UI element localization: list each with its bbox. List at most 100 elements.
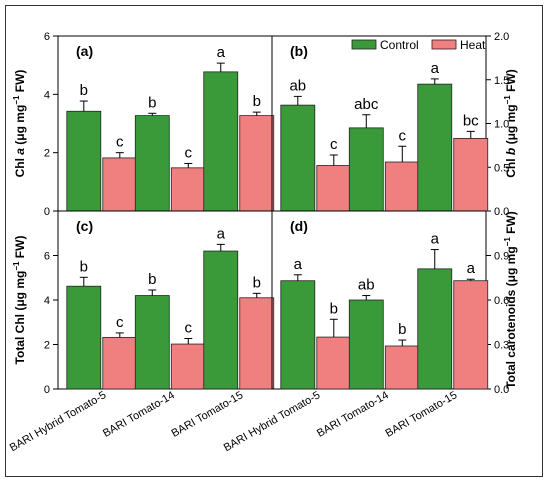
y-axis-title-part: FW) (13, 70, 27, 96)
y-tick-label: 2.0 (494, 31, 509, 43)
x-tick-label: BARI Hybrid Tomato-5 (8, 389, 109, 454)
y-tick-label: 1.5 (494, 75, 509, 87)
x-tick-label: BARI Tomato-15 (170, 389, 246, 440)
bar-control (280, 104, 316, 212)
bar-control (134, 115, 170, 212)
x-tick-label: BARI Tomato-14 (101, 389, 177, 440)
bar-control (66, 285, 102, 390)
x-tick-label: BARI Tomato-15 (384, 389, 460, 440)
y-axis-title-part: (μg mg (13, 105, 27, 148)
significance-letter: c (185, 319, 193, 336)
panel-c: 0 2 4 6 Total Chl (μg mg−1 FW) (c) b c BARI Hybr… (8, 210, 275, 454)
y-axis-title-part: FW) (504, 69, 518, 95)
bar-control (134, 295, 170, 390)
bar-control (417, 83, 453, 212)
y-tick-label: 0 (44, 384, 50, 396)
bar-control (66, 110, 102, 212)
panel-label: (d) (290, 218, 308, 234)
y-tick-label: 0.5 (494, 162, 509, 174)
significance-letter: b (80, 258, 88, 275)
significance-letter: c (330, 136, 338, 153)
y-axis-title-part: −1 (12, 261, 21, 271)
bar-heat (316, 165, 352, 212)
y-axis-title-part: b (504, 148, 518, 155)
bar-control (417, 268, 453, 390)
y-axis-title-part: a (13, 148, 27, 155)
legend-swatch (431, 39, 457, 50)
y-axis-title-part: −1 (503, 237, 512, 247)
y-tick-label: 0.6 (494, 295, 509, 307)
bar-control (348, 299, 384, 390)
significance-letter: a (431, 231, 440, 248)
significance-letter: a (217, 44, 226, 61)
y-axis-title: Total carotenoids (μg mg−1 FW) (503, 211, 518, 389)
y-axis-title-part: −1 (12, 95, 21, 105)
y-tick-label: 1.0 (494, 119, 509, 131)
significance-letter: a (294, 256, 303, 273)
y-axis-title-part: FW) (504, 211, 518, 237)
legend-label: Control (380, 38, 419, 52)
significance-letter: b (80, 82, 88, 99)
y-axis-title-part: Chl (504, 155, 518, 178)
bar-heat (384, 345, 420, 390)
panel-a: 0 2 4 6 Chl a (μg mg−1 FW) (a) b c b c a b (12, 31, 275, 218)
y-axis-title-part: (μg mg (504, 104, 518, 147)
y-axis-title-part: Chl (13, 155, 27, 178)
y-tick-label: 0.0 (494, 206, 509, 218)
bar-heat (102, 336, 138, 390)
significance-letter: b (330, 300, 338, 317)
significance-letter: abc (354, 96, 379, 113)
y-tick-label: 0.9 (494, 251, 509, 263)
y-tick-label: 4 (44, 295, 50, 307)
x-tick-label: BARI Tomato-14 (315, 389, 391, 440)
y-tick-label: 6 (44, 31, 50, 43)
y-tick-label: 2 (44, 340, 50, 352)
y-axis-title-part: FW) (13, 236, 27, 262)
y-tick-label: 0 (44, 206, 50, 218)
significance-letter: b (253, 93, 261, 110)
bar-heat (239, 115, 275, 212)
bar-control (203, 71, 239, 212)
y-axis-title-part: Total Chl (μg mg (13, 271, 27, 365)
significance-letter: b (398, 321, 406, 338)
significance-letter: ab (289, 77, 306, 94)
legend-swatch (351, 39, 377, 50)
significance-letter: c (116, 314, 124, 331)
significance-letter: ab (358, 277, 375, 294)
significance-letter: b (148, 271, 156, 288)
significance-letter: bc (463, 112, 479, 129)
significance-letter: c (185, 144, 193, 161)
y-tick-label: 6 (44, 251, 50, 263)
y-tick-label: 0.3 (494, 340, 509, 352)
significance-letter: a (217, 225, 226, 242)
panel-label: (c) (76, 218, 93, 234)
y-tick-label: 4 (44, 89, 50, 101)
y-axis-title: Chl b (μg mg−1 FW) (503, 69, 518, 177)
significance-letter: a (431, 60, 440, 77)
y-axis-title: Total Chl (μg mg−1 FW) (12, 236, 27, 365)
panel-label: (b) (290, 43, 308, 59)
significance-letter: c (116, 134, 124, 151)
bar-heat (316, 336, 352, 390)
bar-heat (170, 343, 206, 390)
bar-heat (170, 167, 206, 212)
y-axis-title: Chl a (μg mg−1 FW) (12, 70, 27, 178)
bar-heat (453, 137, 489, 212)
significance-letter: b (253, 274, 261, 291)
bar-heat (453, 280, 489, 390)
figure-frame (5, 5, 543, 477)
bar-control (280, 280, 316, 390)
panel-label: (a) (76, 43, 93, 59)
y-axis-title-part: −1 (503, 95, 512, 105)
legend-label: Heat (460, 38, 486, 52)
y-tick-label: 2 (44, 148, 50, 160)
bar-heat (102, 157, 138, 212)
significance-letter: c (399, 127, 407, 144)
significance-letter: a (467, 260, 476, 277)
bar-heat (384, 161, 420, 212)
y-tick-label: 0.0 (494, 384, 509, 396)
bar-heat (239, 297, 275, 390)
y-axis-title-part: Total carotenoids (μg mg (504, 246, 518, 388)
